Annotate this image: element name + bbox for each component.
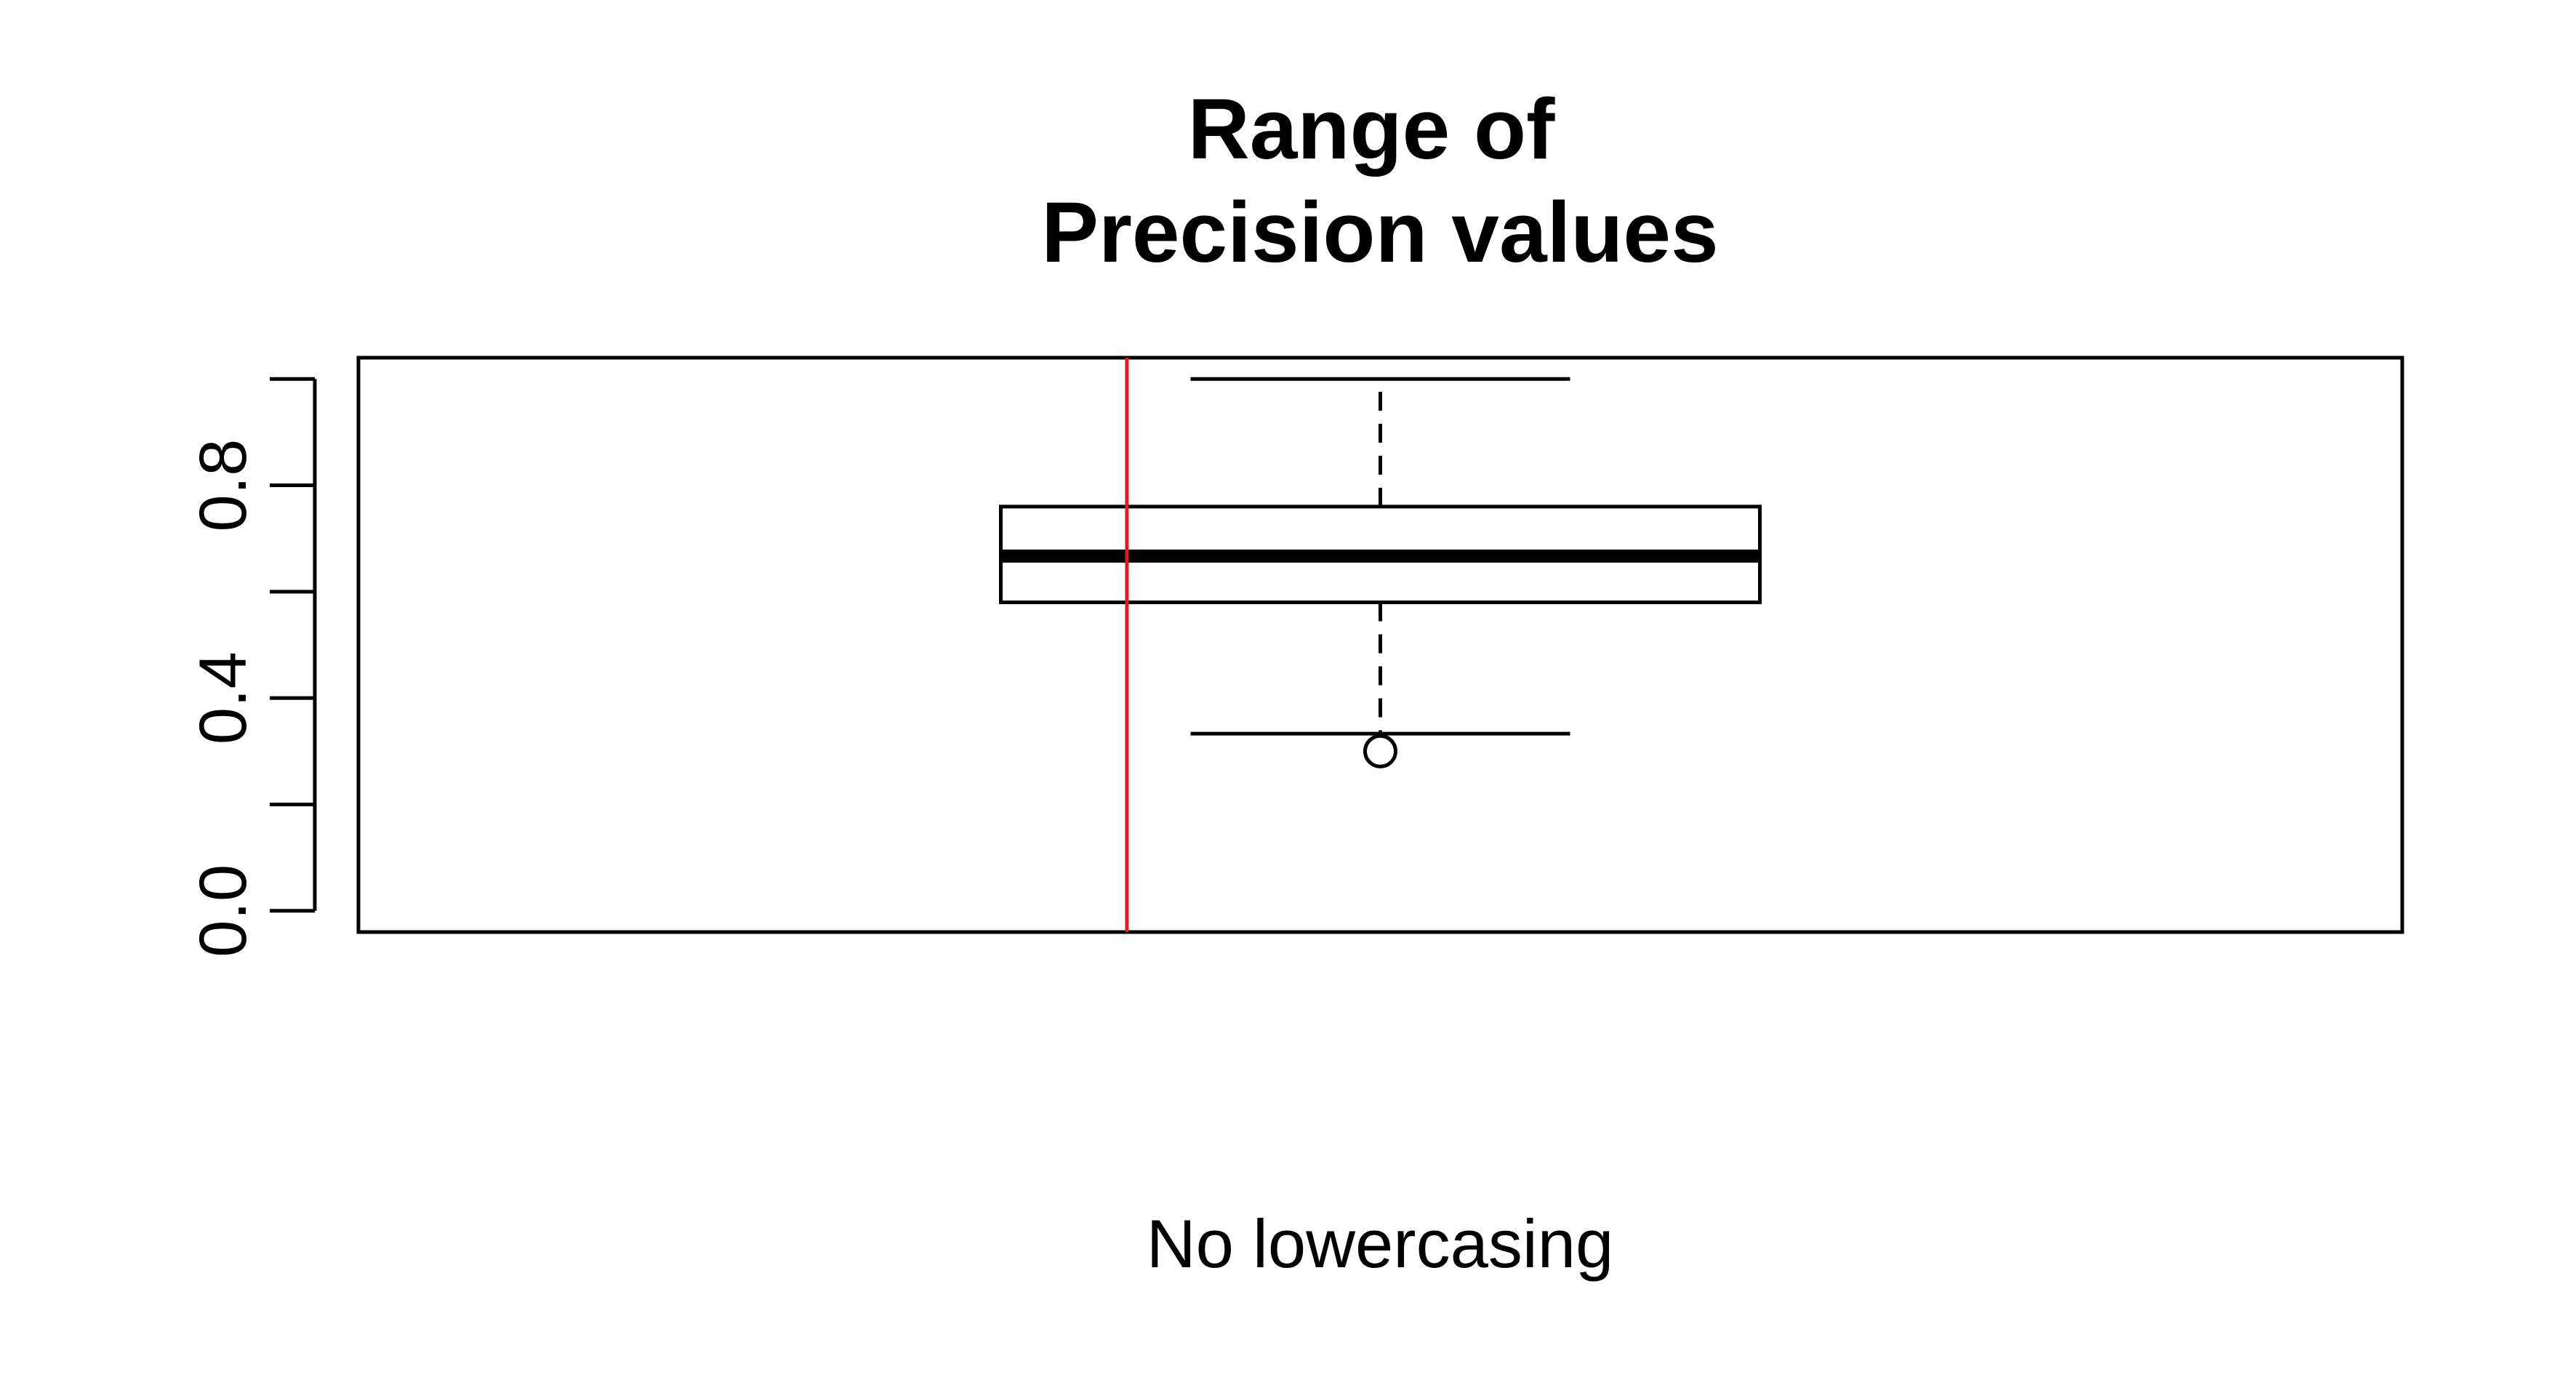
plot-frame xyxy=(356,356,2404,934)
box-plot xyxy=(999,377,1762,768)
y-tick-label: 0.0 xyxy=(186,864,260,958)
chart-title-line-2: Precision values xyxy=(1041,185,1718,281)
y-tick-label: 0.8 xyxy=(186,439,260,532)
outlier-point xyxy=(1363,734,1397,768)
y-tick-label: 0.4 xyxy=(186,651,260,744)
y-axis: 0.0 0.4 0.8 xyxy=(186,377,317,958)
x-axis-label: No lowercasing xyxy=(1147,1205,1614,1282)
chart-title-line-1: Range of xyxy=(1188,81,1555,177)
